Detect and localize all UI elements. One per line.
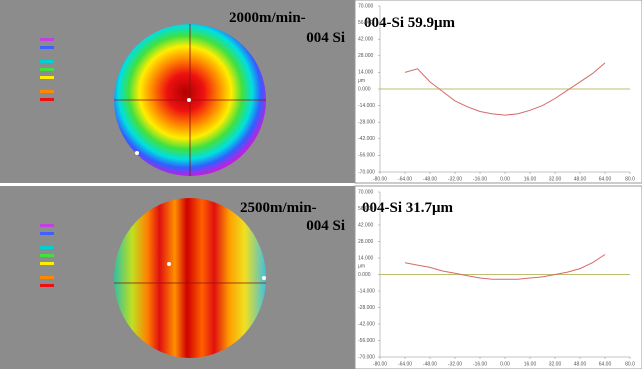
x-tick-label: 32.00 <box>549 361 562 367</box>
marker <box>262 276 266 280</box>
swatch <box>40 254 54 257</box>
y-tick-label: -70.000 <box>358 169 375 175</box>
y-tick-label: 0.000 <box>358 272 371 278</box>
marker <box>187 98 191 102</box>
x-tick-label: -80.00 <box>373 176 387 182</box>
swatch <box>40 38 54 41</box>
x-tick-label: 32.00 <box>549 176 562 182</box>
x-tick-label: 0.00 <box>500 361 510 367</box>
swatch <box>40 98 54 101</box>
x-tick-label: -64.00 <box>398 176 412 182</box>
x-tick-label: 64.00 <box>599 176 612 182</box>
y-tick-label: -42.000 <box>358 321 375 327</box>
y-tick-label: 56.000 <box>358 206 374 212</box>
x-tick-label: 64.00 <box>599 361 612 367</box>
x-tick-label: -80.00 <box>373 361 387 367</box>
y-tick-label: 42.000 <box>358 222 374 228</box>
x-tick-label: 80.0 <box>625 361 635 367</box>
profile-line <box>404 62 606 116</box>
x-tick-label: -32.00 <box>448 361 462 367</box>
y-tick-label: 56.000 <box>358 20 374 26</box>
plot-panel <box>354 185 642 369</box>
marker <box>167 262 171 266</box>
plot-panel <box>354 0 642 184</box>
y-tick-label: 70.000 <box>358 3 374 9</box>
swatch <box>40 276 54 279</box>
x-tick-label: -16.00 <box>473 176 487 182</box>
swatch <box>40 60 54 63</box>
y-tick-label: 14.000 <box>358 255 374 261</box>
marker <box>135 151 139 155</box>
y-unit: μm <box>358 264 365 270</box>
y-unit: μm <box>358 78 365 84</box>
y-tick-label: 42.000 <box>358 37 374 43</box>
y-tick-label: -14.000 <box>358 288 375 294</box>
y-tick-label: 28.000 <box>358 53 374 59</box>
x-tick-label: -48.00 <box>423 176 437 182</box>
x-tick-label: -48.00 <box>423 361 437 367</box>
x-tick-label: -64.00 <box>398 361 412 367</box>
swatch <box>40 76 54 79</box>
x-tick-label: 16.00 <box>524 361 537 367</box>
condition-label: 004 Si <box>306 218 345 234</box>
y-tick-label: -42.000 <box>358 136 375 142</box>
y-tick-label: 14.000 <box>358 70 374 76</box>
y-tick-label: 70.000 <box>358 189 374 195</box>
swatch <box>40 284 54 287</box>
swatch <box>40 262 54 265</box>
y-tick-label: 28.000 <box>358 239 374 245</box>
y-tick-label: -14.000 <box>358 103 375 109</box>
swatch <box>40 246 54 249</box>
swatch <box>40 232 54 235</box>
swatch <box>40 224 54 227</box>
profile-line <box>404 254 606 280</box>
y-tick-label: -28.000 <box>358 305 375 311</box>
y-tick-label: -56.000 <box>358 338 375 344</box>
x-tick-label: 48.00 <box>574 361 587 367</box>
y-tick-label: -70.000 <box>358 354 375 360</box>
swatch <box>40 68 54 71</box>
x-tick-label: -16.00 <box>473 361 487 367</box>
condition-label: 004 Si <box>306 30 345 46</box>
color-scale <box>40 38 54 287</box>
chart-title: 004-Si 59.9μm <box>364 15 456 31</box>
x-tick-label: 0.00 <box>500 176 510 182</box>
condition-label: 2500m/min- <box>240 200 317 216</box>
y-tick-label: -28.000 <box>358 120 375 126</box>
y-tick-label: -56.000 <box>358 153 375 159</box>
condition-label: 2000m/min- <box>229 10 306 26</box>
x-tick-label: 48.00 <box>574 176 587 182</box>
swatch <box>40 46 54 49</box>
x-tick-label: -32.00 <box>448 176 462 182</box>
x-tick-label: 80.0 <box>625 176 635 182</box>
y-tick-label: 0.000 <box>358 86 371 92</box>
chart-title: 004-Si 31.7μm <box>362 200 454 216</box>
height-map <box>114 198 266 358</box>
swatch <box>40 90 54 93</box>
x-tick-label: 16.00 <box>524 176 537 182</box>
